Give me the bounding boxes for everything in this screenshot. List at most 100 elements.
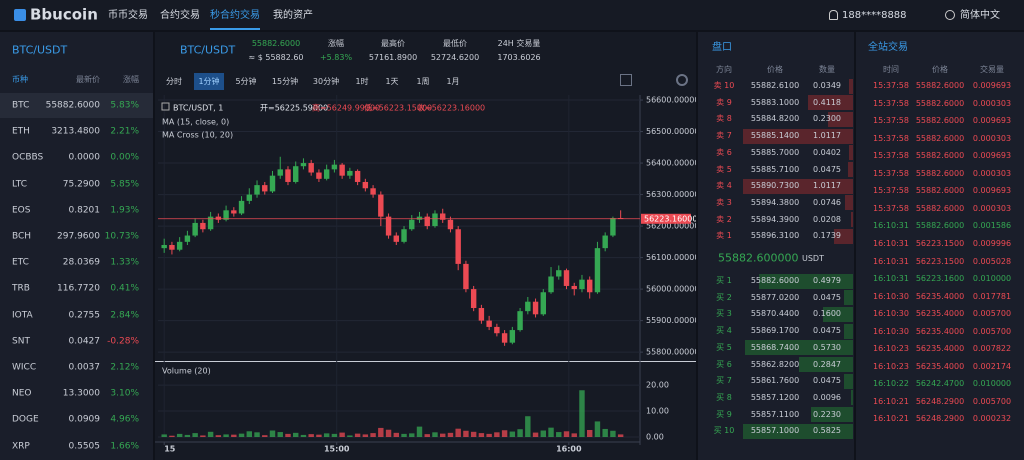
orderbook-price[interactable]: 55884.8200 (750, 114, 800, 124)
fullscreen-icon[interactable] (620, 74, 632, 86)
market-symbol[interactable]: OCBBS (12, 152, 44, 163)
market-symbol[interactable]: BTC (12, 100, 30, 111)
market-change: 1.33% (110, 257, 139, 268)
nav-active-underline (210, 28, 260, 30)
trade-price: 56235.4000 (915, 361, 965, 371)
volume-title: Volume (20) (162, 367, 211, 376)
ticker-price: 55882.6000 (251, 39, 301, 48)
orderbook-price[interactable]: 55890.7300 (750, 181, 800, 191)
settings-icon[interactable] (676, 74, 688, 86)
trade-price: 56235.4000 (915, 344, 965, 354)
trades-panel (856, 32, 1024, 460)
orderbook-price[interactable]: 55894.3900 (750, 214, 800, 224)
nav-item[interactable]: 币币交易 (108, 10, 148, 21)
timeframe-button[interactable]: 1时 (355, 77, 369, 86)
nav-item[interactable]: 我的资产 (273, 10, 313, 21)
market-symbol[interactable]: LTC (12, 179, 28, 190)
candle-body (587, 279, 593, 293)
volume-bar (269, 430, 276, 437)
orderbook-side: 买 10 (713, 426, 735, 436)
trade-price: 55882.6000 (915, 168, 965, 178)
trade-amount: 0.009693 (972, 81, 1012, 90)
orderbook-price[interactable]: 55877.0200 (750, 292, 800, 302)
market-symbol[interactable]: DOGE (12, 414, 39, 425)
market-symbol[interactable]: NEO (12, 388, 32, 399)
market-symbol[interactable]: ETH (12, 126, 30, 137)
ticker-label: 涨幅 (328, 39, 344, 48)
volume-bar (207, 431, 214, 437)
nav-item[interactable]: 合约交易 (160, 10, 200, 21)
orderbook-price[interactable]: 55885.1400 (750, 131, 800, 141)
trade-price: 56223.1500 (915, 238, 965, 248)
orderbook-amount: 0.0349 (813, 81, 841, 90)
timeframe-button[interactable]: 5分钟 (235, 77, 257, 86)
timeframe-button[interactable]: 30分钟 (312, 77, 340, 86)
trade-time: 15:37:58 (873, 133, 909, 143)
orderbook-amount: 0.1739 (813, 231, 841, 241)
timeframe-button[interactable]: 1天 (385, 77, 399, 86)
volume-bar (509, 431, 516, 437)
y-tick-label: 56600.000000 (646, 96, 696, 105)
orderbook-price[interactable]: 55882.6100 (750, 81, 800, 90)
orderbook-price[interactable]: 55857.1000 (750, 426, 800, 436)
orderbook-amount: 0.0096 (813, 392, 841, 402)
ohlc-label: 开=56225.59000 (260, 104, 328, 113)
market-symbol[interactable]: SNT (12, 336, 30, 347)
volume-bar (455, 428, 461, 437)
orderbook-price[interactable]: 55885.7000 (750, 147, 800, 157)
trade-price: 56235.4000 (915, 291, 965, 301)
volume-bar (300, 434, 307, 437)
orderbook-price[interactable]: 55857.1100 (750, 409, 800, 419)
language[interactable]: 简体中文 (960, 10, 1000, 21)
volume-bar (532, 432, 539, 437)
candle-body (207, 216, 214, 230)
market-symbol[interactable]: EOS (12, 205, 31, 216)
market-symbol[interactable]: ETC (12, 257, 29, 268)
trade-amount: 0.009996 (972, 238, 1012, 248)
depth-bar (850, 212, 853, 228)
market-symbol[interactable]: WICC (12, 362, 37, 373)
orderbook-price[interactable]: 55882.6000 (750, 276, 800, 285)
market-price: 116.7720 (57, 283, 100, 294)
timeframe-active-bg (194, 73, 224, 90)
trade-price: 55882.6000 (915, 133, 965, 143)
orderbook-price[interactable]: 55896.3100 (750, 231, 800, 241)
orderbook-side: 卖 1 (716, 231, 732, 241)
orderbook-price[interactable]: 55869.1700 (750, 326, 800, 336)
orderbook-mid-price: 55882.600000 (718, 251, 799, 265)
depth-bar (822, 306, 853, 322)
user-account[interactable]: 188****8888 (842, 10, 907, 21)
trade-amount: 0.009693 (972, 186, 1012, 196)
market-symbol[interactable]: IOTA (12, 310, 33, 321)
orderbook-price[interactable]: 55861.7600 (750, 376, 800, 386)
timeframe-button[interactable]: 分时 (166, 77, 182, 86)
market-header: 最新价 (76, 75, 100, 84)
volume-bar (262, 435, 268, 437)
orderbook-price[interactable]: 55868.7400 (750, 342, 800, 352)
timeframe-button[interactable]: 1分钟 (198, 77, 220, 86)
orderbook-price[interactable]: 55885.7100 (750, 164, 800, 174)
depth-bar (744, 340, 853, 356)
orderbook-price[interactable]: 55862.8200 (750, 359, 800, 369)
market-change: 2.84% (110, 310, 139, 321)
timeframe-button[interactable]: 1周 (416, 77, 430, 86)
orderbook-amount: 0.2847 (813, 359, 841, 369)
market-symbol[interactable]: XRP (12, 441, 30, 452)
orderbook-price[interactable]: 55883.1000 (750, 97, 800, 107)
volume-bar (486, 433, 492, 437)
last-price-tag (641, 213, 691, 224)
volume-bar (540, 430, 546, 437)
orderbook-price[interactable]: 55870.4400 (750, 309, 800, 319)
timeframe-button[interactable]: 15分钟 (271, 77, 299, 86)
market-symbol[interactable]: TRB (12, 283, 30, 294)
candle-body (532, 301, 539, 315)
orderbook-price[interactable]: 55894.3800 (750, 197, 800, 207)
depth-bar (799, 357, 853, 372)
market-symbol[interactable]: BCH (12, 231, 32, 242)
orderbook-price[interactable]: 55857.1200 (750, 392, 800, 402)
candle-body (300, 163, 307, 167)
timeframe-button[interactable]: 1月 (446, 77, 460, 86)
volume-bar (401, 433, 407, 437)
nav-item[interactable]: 秒合约交易 (210, 10, 260, 21)
orderbook-side: 卖 3 (716, 197, 732, 207)
